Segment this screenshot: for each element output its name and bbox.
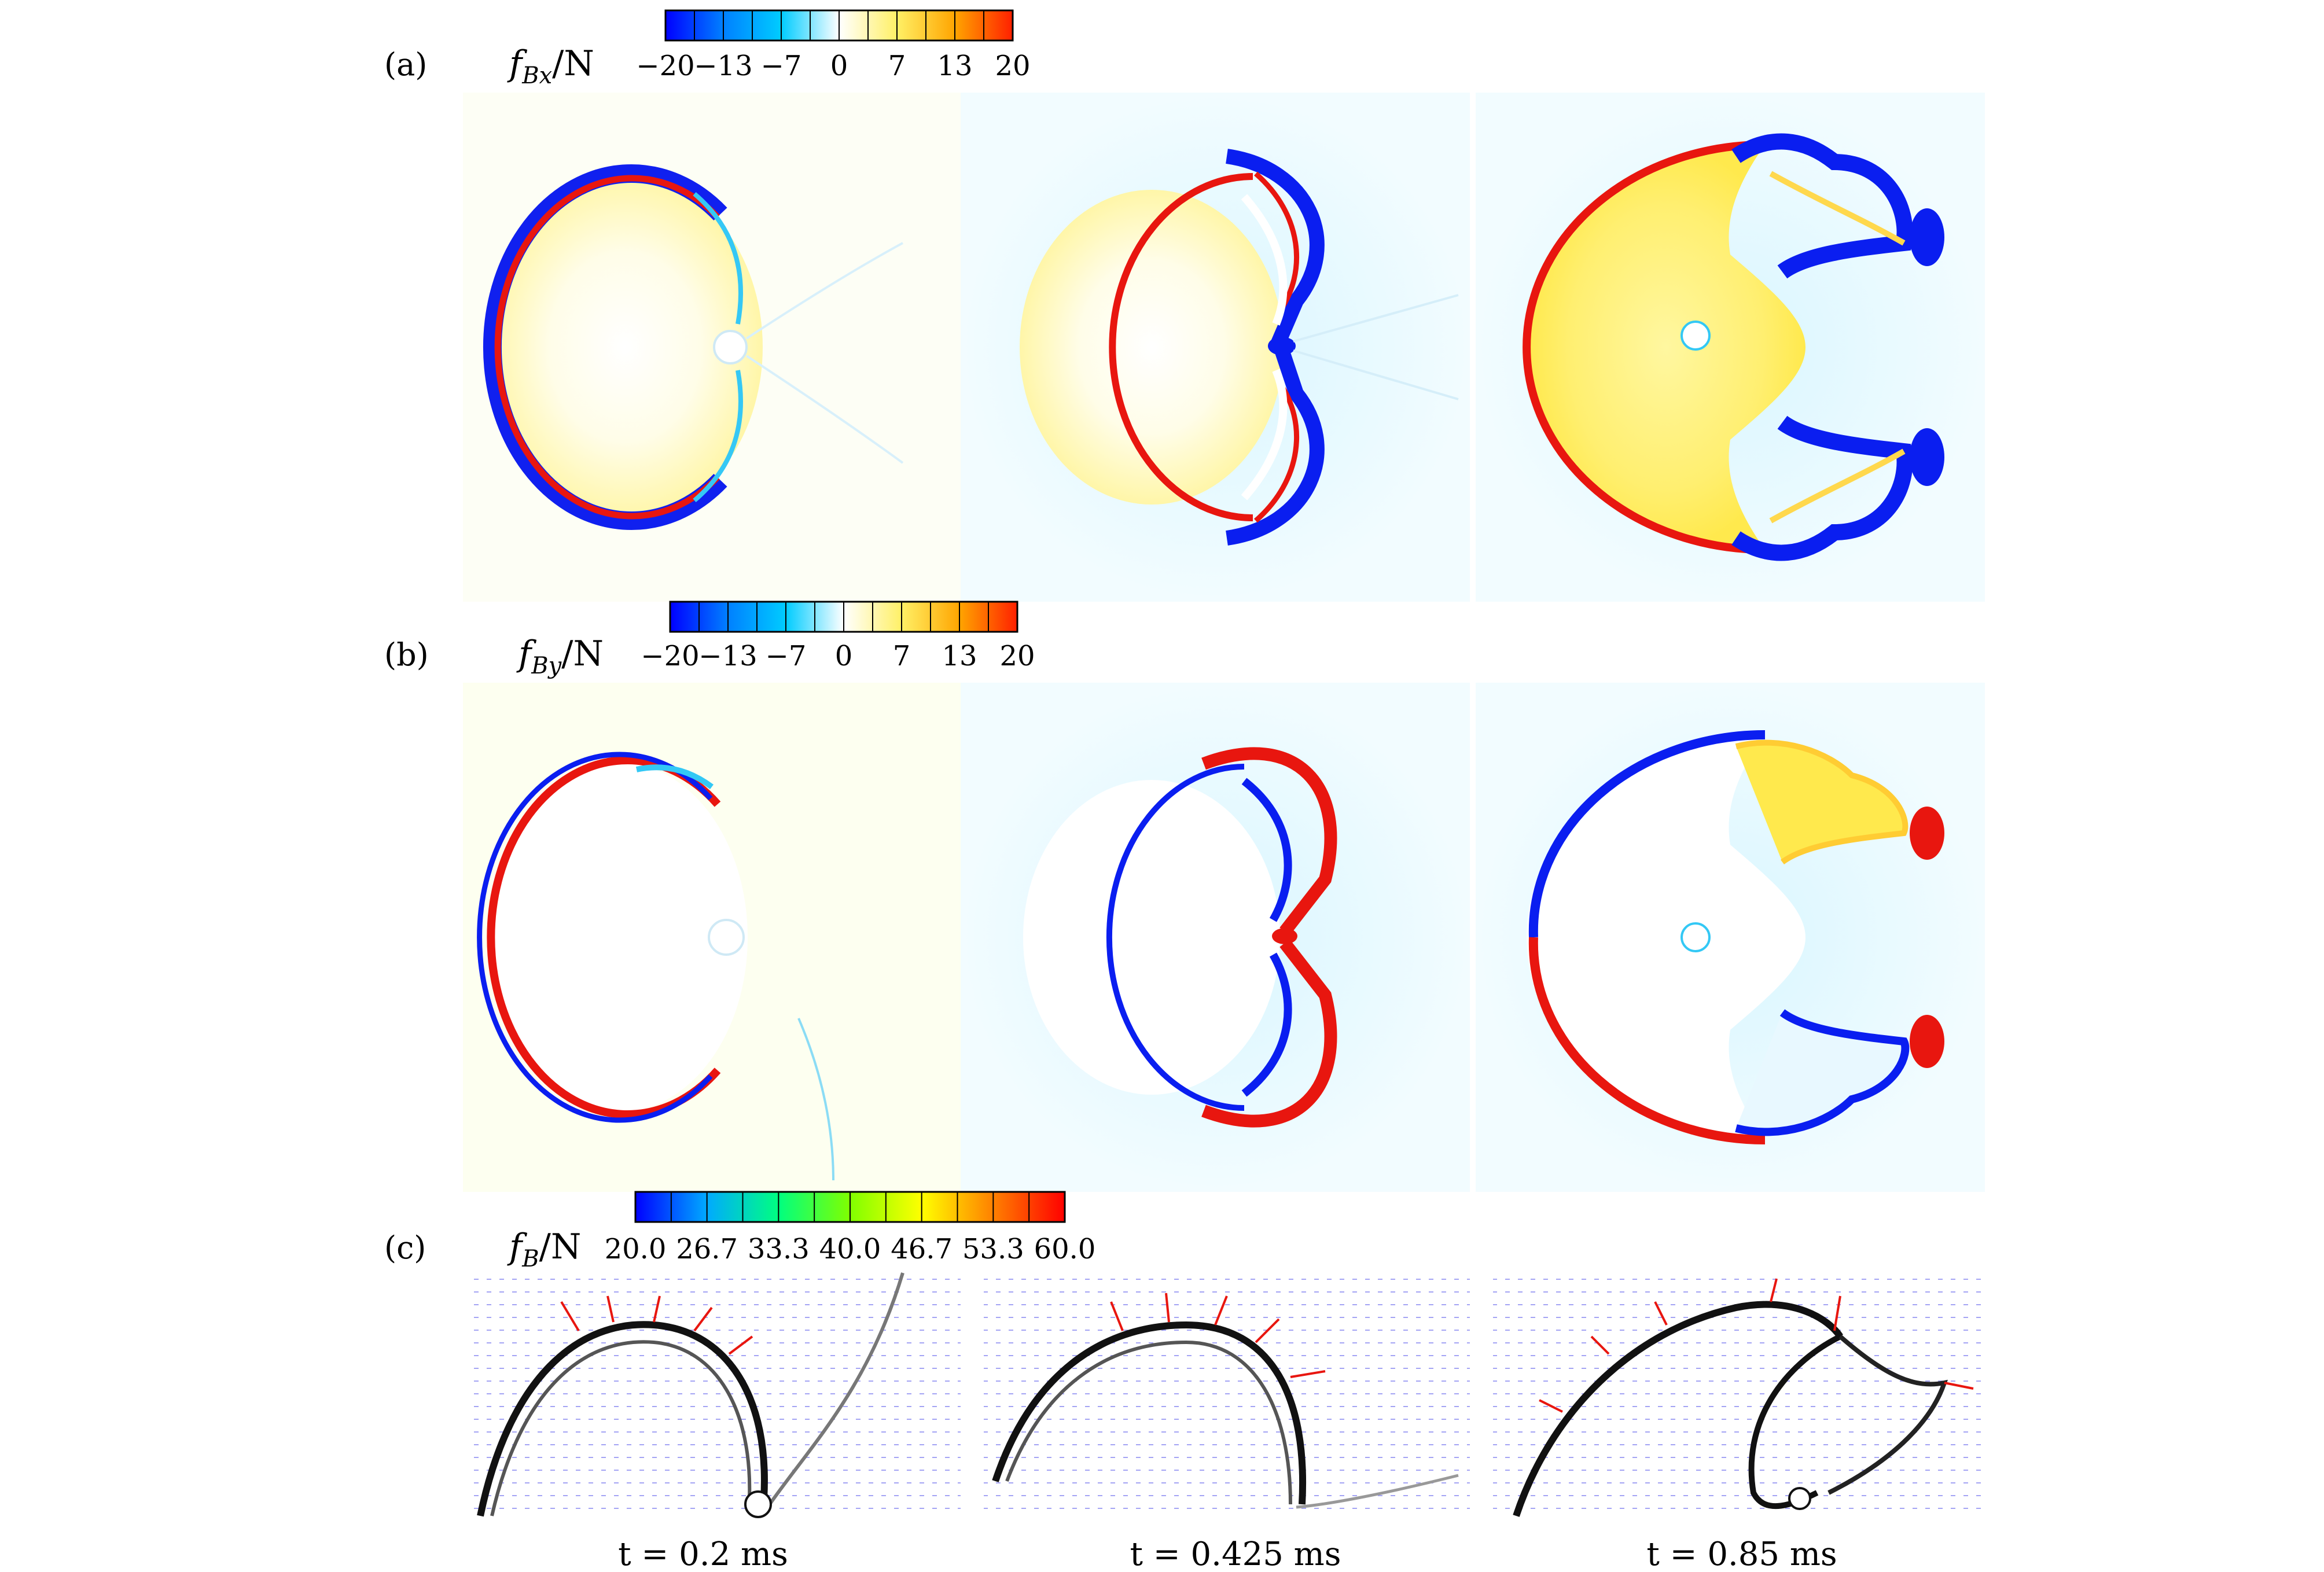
colorbar-tick-label: −7 [761, 50, 802, 82]
colorbar-tick-label: 40.0 [819, 1233, 881, 1265]
colorbar-tick-label: 20 [999, 640, 1035, 672]
colorbar-c-ticks: 20.0 26.7 33.3 40.0 46.7 53.3 60.0 [605, 1233, 1096, 1265]
colorbar-tick-label: 46.7 [891, 1233, 953, 1265]
panel-c-label: (c) [384, 1229, 426, 1266]
panel-a-unit: N [564, 43, 594, 84]
panel-a-label: (a) [384, 46, 427, 83]
colorbar-tick-label: 7 [893, 640, 911, 672]
panel-a: (a) fBx/N −20−13 −7 0 7 13 20 [384, 9, 1985, 602]
colorbar-tick-label: 20.0 [605, 1233, 667, 1265]
field-a-1 [463, 93, 961, 602]
colorbar-tick-label: −13 [694, 50, 752, 82]
field-b-1 [463, 683, 961, 1192]
field-b-2 [961, 683, 1470, 1192]
panel-b: (b) fBy/N −20−13 −7 0 7 13 20 [384, 601, 1985, 1192]
colorbar-a [664, 9, 1014, 42]
field-c-2 [984, 1273, 1470, 1516]
panel-c: (c) fB/N 20.0 26.7 33.3 40.0 46.7 53.3 60.0 [384, 1191, 1985, 1572]
colorbar-b [669, 601, 1018, 633]
colorbar-tick-label: −13 [698, 640, 757, 672]
colorbar-tick-label: −7 [766, 640, 807, 672]
panel-b-label: (b) [384, 636, 429, 673]
field-c-1 [469, 1272, 961, 1518]
colorbar-b-ticks: −20−13 −7 0 7 13 20 [641, 640, 1035, 672]
colorbar-tick-label: 13 [942, 640, 977, 672]
field-c-3 [1493, 1273, 1985, 1517]
time-label-2: t = 0.425 ms [1130, 1536, 1341, 1572]
field-b-3 [1476, 683, 1985, 1192]
colorbar-tick-label: 20 [995, 50, 1030, 82]
colorbar-tick-label: 33.3 [748, 1233, 810, 1265]
time-label-3: t = 0.85 ms [1646, 1536, 1837, 1572]
colorbar-tick-label: 7 [888, 50, 906, 82]
panel-c-subscript: B [521, 1246, 539, 1272]
time-label-1: t = 0.2 ms [618, 1536, 788, 1572]
colorbar-tick-label: 13 [937, 50, 972, 82]
panel-b-unit: N [573, 634, 604, 674]
panel-a-quantity: fBx/N [507, 43, 594, 89]
colorbar-a-ticks: −20−13 −7 0 7 13 20 [636, 50, 1030, 82]
panel-c-unit: N [551, 1227, 582, 1267]
field-a-3 [1476, 93, 1985, 602]
colorbar-tick-label: 0 [835, 640, 853, 672]
colorbar-tick-label: −20 [636, 50, 694, 82]
colorbar-tick-label: 0 [830, 50, 848, 82]
field-a-2 [961, 93, 1470, 602]
panel-b-quantity: fBy/N [516, 634, 604, 679]
panel-a-subscript: Bx [521, 62, 552, 89]
panel-c-quantity: fB/N [507, 1227, 581, 1272]
panel-b-subscript: By [531, 653, 562, 679]
colorbar-tick-label: 53.3 [962, 1233, 1024, 1265]
colorbar-tick-label: −20 [641, 640, 699, 672]
colorbar-tick-label: 60.0 [1034, 1233, 1096, 1265]
colorbar-c [634, 1191, 1066, 1223]
colorbar-tick-label: 26.7 [676, 1233, 738, 1265]
